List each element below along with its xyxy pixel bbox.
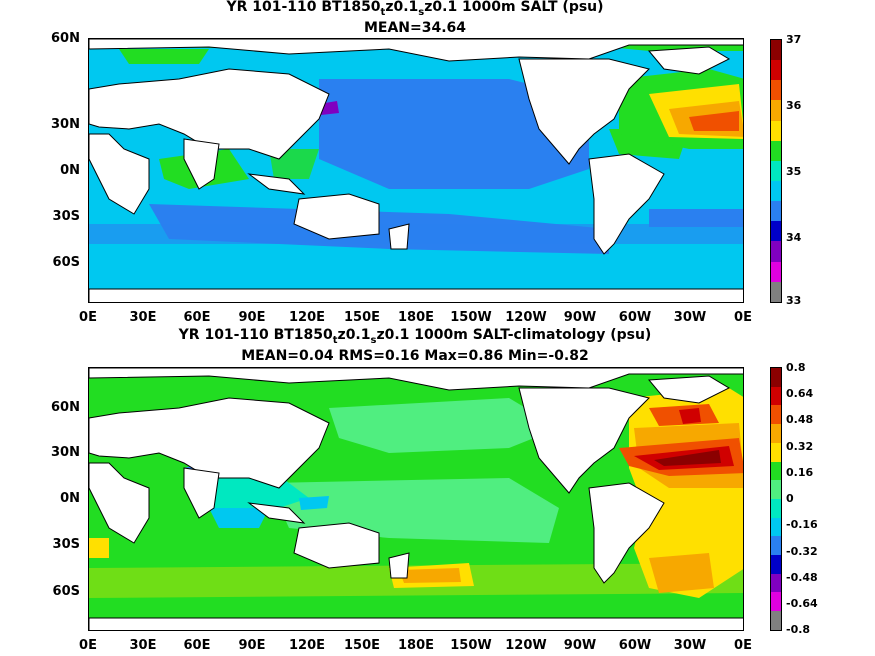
- colorbar-label: 36: [786, 99, 802, 112]
- lon-label: 120E: [288, 310, 326, 325]
- lat-label-60N: 60N: [51, 31, 80, 46]
- colorbar-label: 33: [786, 294, 802, 307]
- lon-label: 120E: [288, 638, 326, 653]
- panel2-map: [88, 367, 744, 631]
- lat-label-30N: 30N: [51, 445, 80, 460]
- colorbar-segment: [771, 405, 781, 425]
- colorbar-segment: [771, 498, 781, 518]
- panel1-title: YR 101-110 BT1850tz0.1sz0.1 1000m SALT (…: [226, 0, 604, 18]
- lon-label: 0E: [734, 310, 752, 325]
- lon-label: 150E: [343, 638, 381, 653]
- colorbar-segment: [771, 517, 781, 537]
- colorbar-segment: [771, 60, 781, 81]
- colorbar-segment: [771, 261, 781, 282]
- colorbar-segment: [771, 140, 781, 161]
- colorbar-label: -0.48: [786, 571, 818, 584]
- lon-label: 90E: [238, 310, 266, 325]
- lon-label: 150W: [450, 310, 492, 325]
- colorbar-segment: [771, 201, 781, 222]
- lon-label: 0E: [79, 310, 97, 325]
- lon-label: 60W: [618, 310, 652, 325]
- lat-label-30S: 30S: [52, 537, 80, 552]
- colorbar-label: 0.16: [786, 466, 814, 479]
- colorbar-label: 0.64: [786, 387, 814, 400]
- colorbar-label: 37: [786, 33, 802, 46]
- lat-label-60N: 60N: [51, 400, 80, 415]
- colorbar-segment: [771, 221, 781, 242]
- lon-label: 60E: [183, 638, 211, 653]
- colorbar-label: 35: [786, 165, 802, 178]
- lon-label: 30E: [129, 310, 157, 325]
- colorbar-segment: [771, 120, 781, 141]
- lat-label-0N: 0N: [60, 491, 80, 506]
- lon-label: 90W: [563, 310, 597, 325]
- lon-label: 30W: [673, 310, 707, 325]
- lon-label: 0E: [79, 638, 97, 653]
- lat-label-30N: 30N: [51, 117, 80, 132]
- colorbar-label: -0.8: [786, 623, 811, 636]
- colorbar-segment: [771, 368, 781, 387]
- colorbar-segment: [771, 461, 781, 481]
- lon-label: 120W: [505, 310, 547, 325]
- lon-label: 180E: [397, 638, 435, 653]
- colorbar-label: -0.64: [786, 597, 818, 610]
- colorbar-segment: [771, 180, 781, 202]
- lat-label-60S: 60S: [52, 255, 80, 270]
- lat-label-60S: 60S: [52, 584, 80, 599]
- panel1-map: [88, 38, 744, 303]
- lat-label-0N: 0N: [60, 163, 80, 178]
- colorbar-segment: [771, 40, 781, 61]
- lon-label: 90E: [238, 638, 266, 653]
- panel1-colorbar: [770, 39, 782, 303]
- colorbar-label: -0.16: [786, 518, 818, 531]
- panel2-colorbar: [770, 367, 782, 631]
- colorbar-segment: [771, 160, 781, 181]
- colorbar-segment: [771, 442, 781, 462]
- colorbar-label: 0.48: [786, 413, 814, 426]
- colorbar-label: 34: [786, 231, 802, 244]
- lon-label: 60E: [183, 310, 211, 325]
- lon-label: 150E: [343, 310, 381, 325]
- lon-label: 90W: [563, 638, 597, 653]
- lat-label-30S: 30S: [52, 209, 80, 224]
- colorbar-segment: [771, 281, 781, 302]
- colorbar-label: 0.32: [786, 440, 814, 453]
- lon-label: 60W: [618, 638, 652, 653]
- colorbar-segment: [771, 424, 781, 443]
- colorbar-segment: [771, 100, 781, 121]
- lon-label: 0E: [734, 638, 752, 653]
- lon-label: 30E: [129, 638, 157, 653]
- colorbar-segment: [771, 386, 781, 406]
- lon-label: 30W: [673, 638, 707, 653]
- colorbar-segment: [771, 573, 781, 593]
- panel2-title: YR 101-110 BT1850tz0.1sz0.1 1000m SALT-c…: [178, 327, 652, 346]
- panel2-stats: MEAN=0.04 RMS=0.16 Max=0.86 Min=-0.82: [241, 348, 589, 364]
- colorbar-label: -0.32: [786, 545, 818, 558]
- colorbar-segment: [771, 611, 781, 630]
- colorbar-segment: [771, 592, 781, 612]
- colorbar-segment: [771, 536, 781, 556]
- colorbar-segment: [771, 80, 781, 101]
- colorbar-label: 0: [786, 492, 794, 505]
- lon-label: 180E: [397, 310, 435, 325]
- colorbar-segment: [771, 555, 781, 574]
- panel1-stats: MEAN=34.64: [363, 20, 467, 36]
- lon-label: 150W: [450, 638, 492, 653]
- colorbar-label: 0.8: [786, 361, 806, 374]
- colorbar-segment: [771, 241, 781, 262]
- lon-label: 120W: [505, 638, 547, 653]
- colorbar-segment: [771, 480, 781, 499]
